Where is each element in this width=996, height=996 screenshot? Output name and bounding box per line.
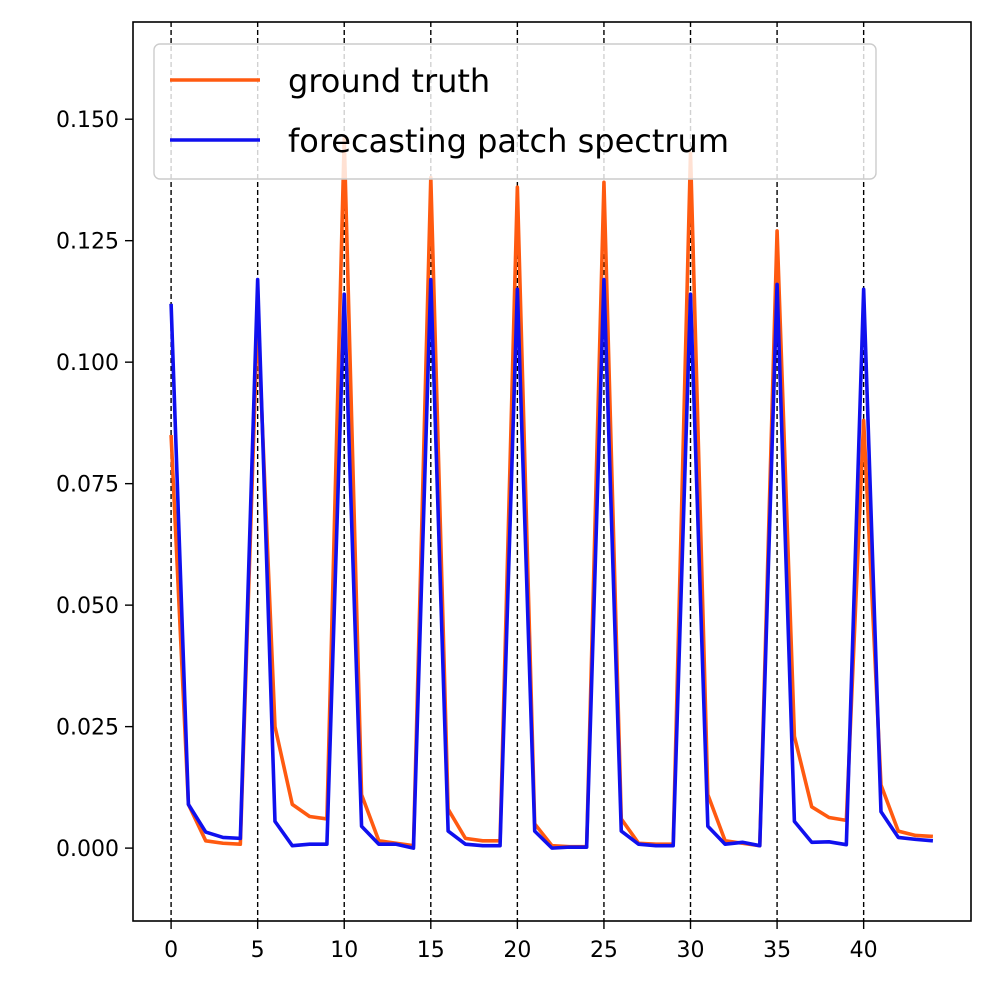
- series-line-ground-truth: [169, 136, 934, 849]
- x-tick-label: 0: [164, 938, 178, 963]
- x-tick-label: 5: [251, 938, 265, 963]
- y-tick-label: 0.075: [56, 473, 119, 498]
- x-tick-label: 30: [677, 938, 705, 963]
- x-tick-label: 20: [503, 938, 531, 963]
- y-tick-label: 0.050: [56, 594, 119, 619]
- x-axis-ticks: 0 5 10 15 20 25 30 35 40: [164, 921, 878, 963]
- y-tick-label: 0.025: [56, 716, 119, 741]
- axes: [132, 21, 972, 922]
- y-axis-ticks: 0.000 0.025 0.050 0.075 0.100 0.125 0.150: [56, 108, 133, 862]
- y-tick-label: 0.100: [56, 351, 119, 376]
- y-tick-label: 0.000: [56, 837, 119, 862]
- x-tick-label: 10: [330, 938, 358, 963]
- series-line-forecasting-patch-spectrum: [169, 277, 934, 850]
- x-tick-label: 35: [763, 938, 791, 963]
- legend: ground truth forecasting patch spectrum: [153, 43, 877, 180]
- legend-box: [153, 43, 877, 180]
- y-tick-label: 0.125: [56, 230, 119, 255]
- x-tick-label: 15: [417, 938, 445, 963]
- legend-label: forecasting patch spectrum: [288, 122, 729, 160]
- x-tick-label: 40: [850, 938, 878, 963]
- x-tick-label: 25: [590, 938, 618, 963]
- plot-frame: [132, 21, 972, 922]
- y-tick-label: 0.150: [56, 108, 119, 133]
- series-lines: [169, 136, 934, 850]
- legend-label: ground truth: [288, 62, 490, 100]
